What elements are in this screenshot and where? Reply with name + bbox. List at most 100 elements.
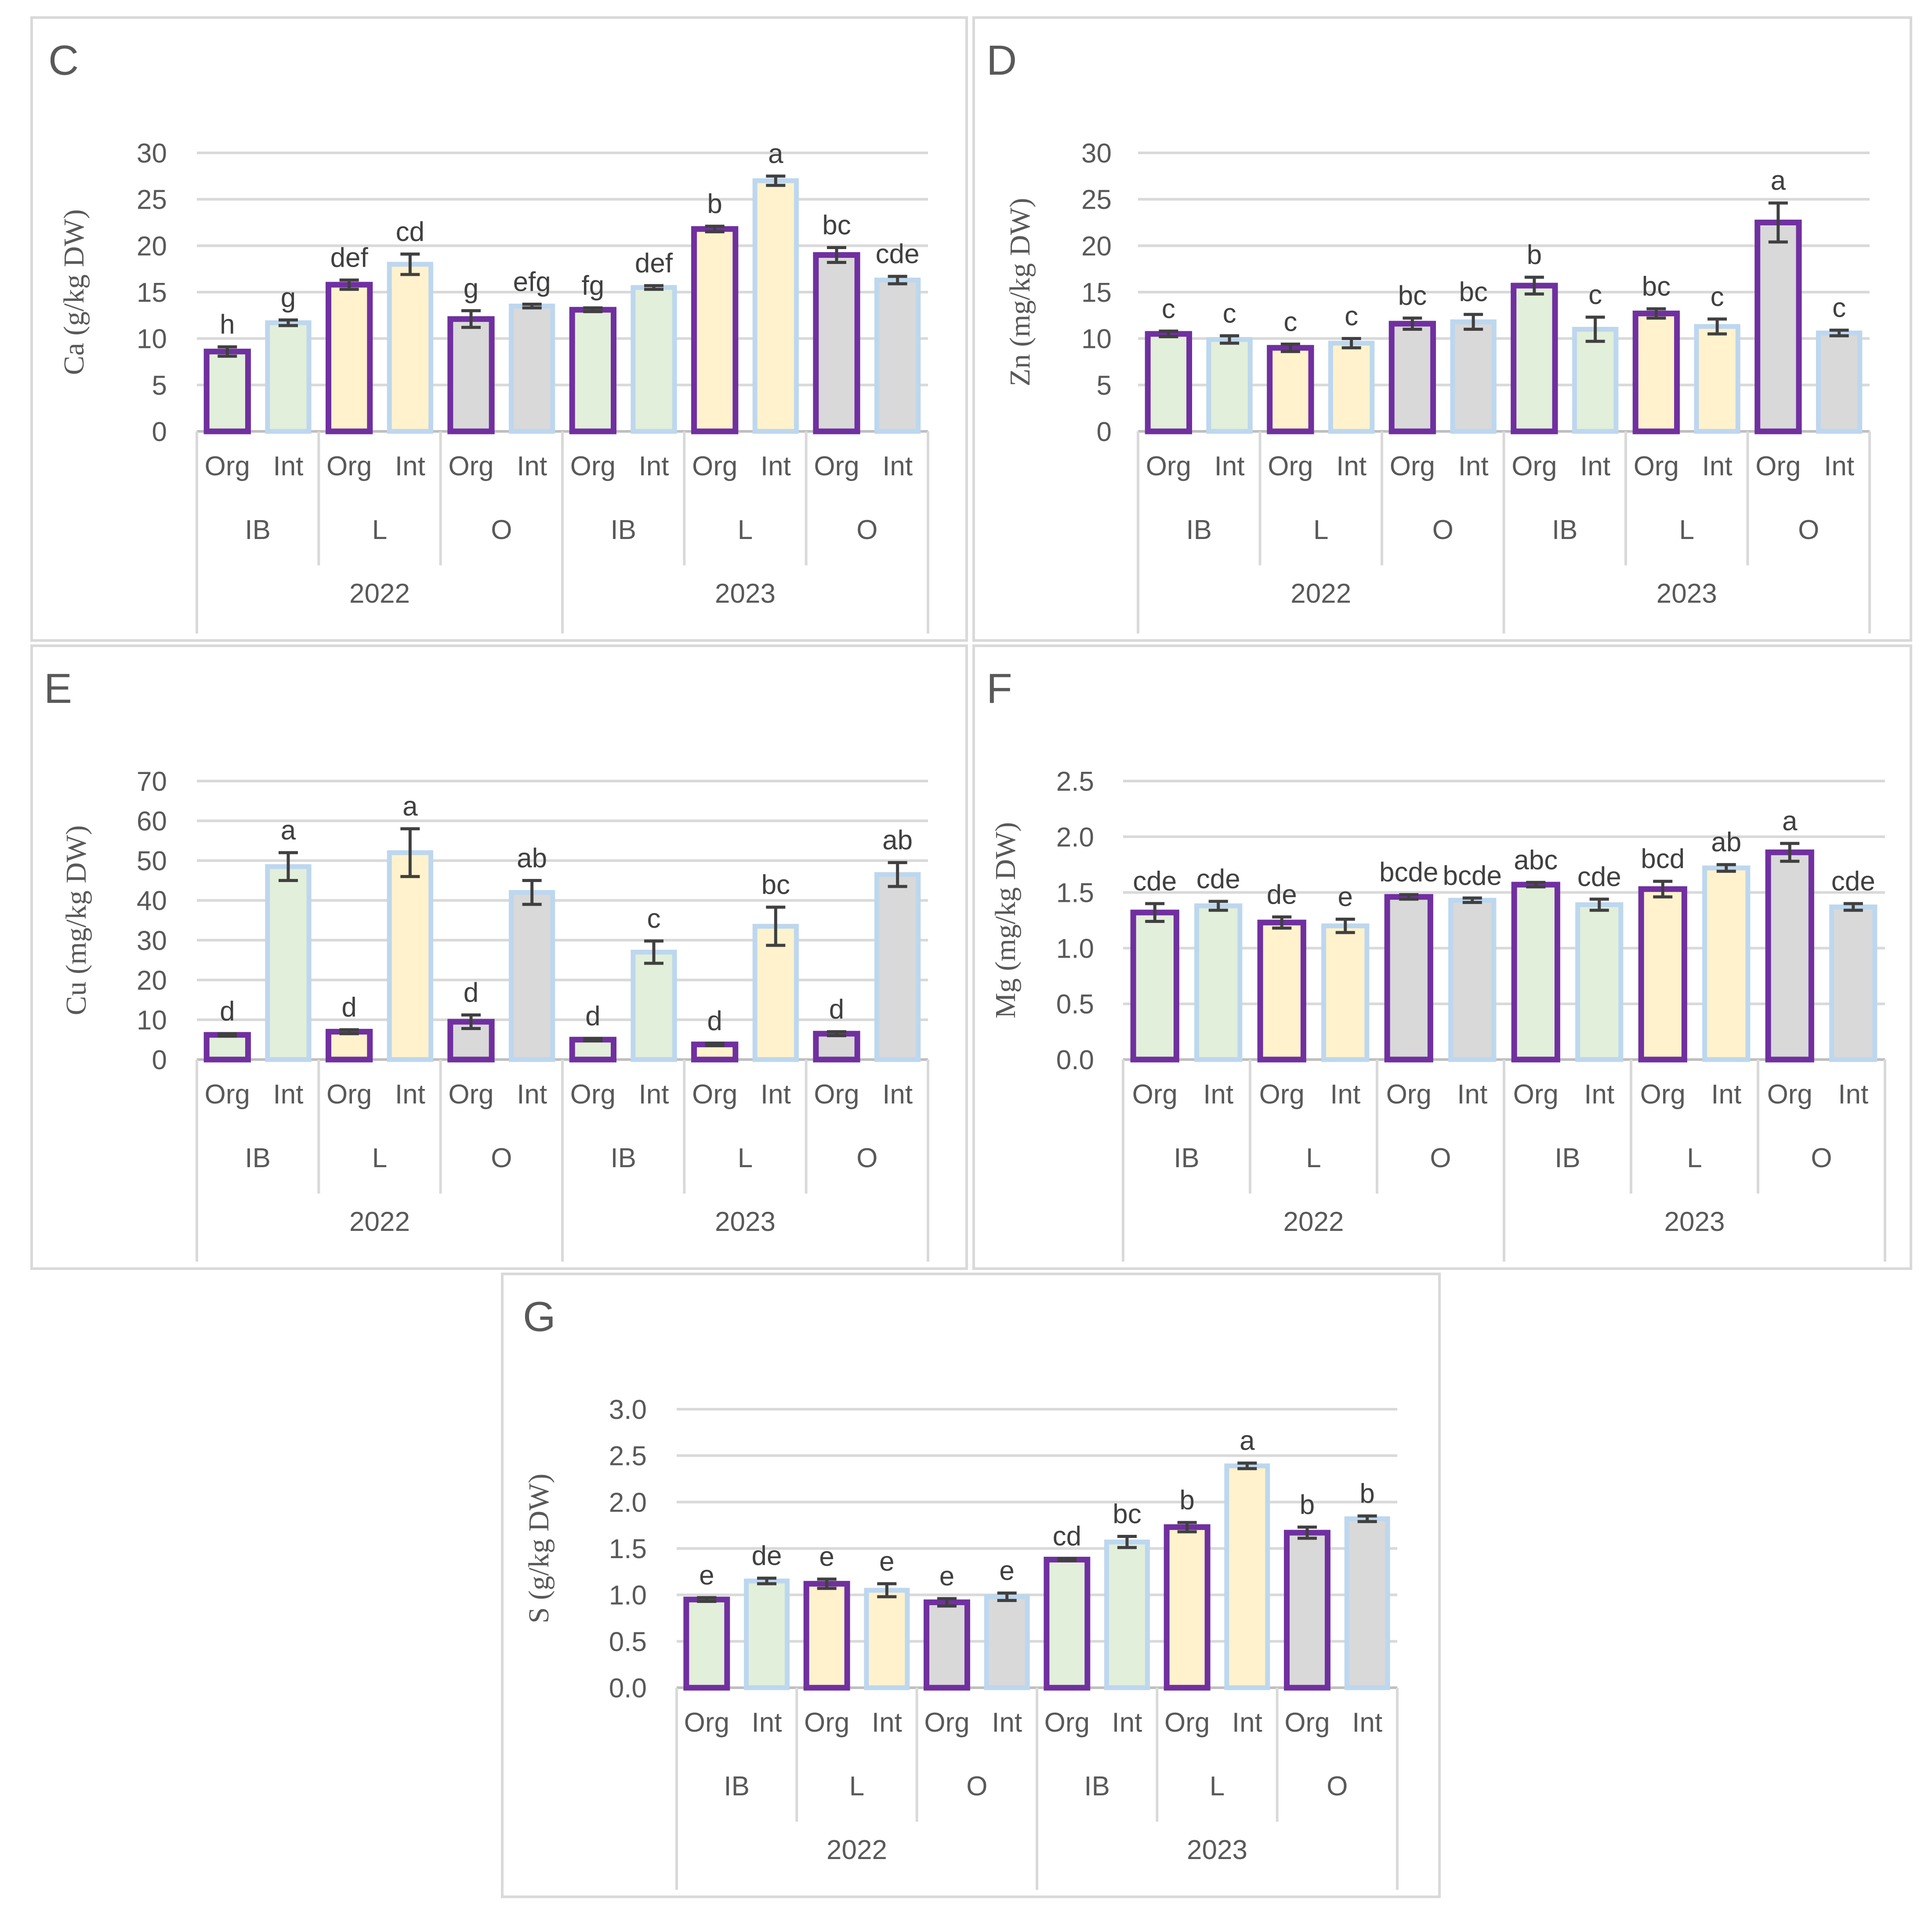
y-tick-label: 1.0 <box>1056 933 1094 964</box>
x-system-label: Int <box>639 451 669 481</box>
significance-letter: g <box>281 282 296 313</box>
panel-frame <box>30 16 968 642</box>
x-site-label: IB <box>1555 1143 1580 1173</box>
x-year-label: 2022 <box>826 1835 887 1865</box>
y-tick-label: 70 <box>137 767 167 797</box>
x-site-label: O <box>966 1771 987 1801</box>
y-tick-label: 30 <box>137 926 167 956</box>
bar <box>1164 1524 1211 1691</box>
significance-letter: abc <box>1514 845 1558 875</box>
x-year-label: 2023 <box>1664 1207 1725 1237</box>
error-bar <box>937 1597 957 1608</box>
significance-letter: c <box>1588 280 1602 310</box>
y-tick-label: 20 <box>1081 231 1112 261</box>
x-site-label: L <box>1306 1143 1321 1173</box>
x-system-label: Int <box>1458 451 1489 481</box>
x-site-label: L <box>738 1143 753 1173</box>
y-tick-label: 0.0 <box>1056 1045 1094 1075</box>
error-bar <box>522 879 542 906</box>
error-bar <box>1716 863 1736 873</box>
x-site-label: IB <box>610 1143 636 1173</box>
y-tick-label: 2.0 <box>1056 822 1094 853</box>
bar <box>1194 903 1243 1062</box>
bar <box>1328 340 1375 434</box>
x-system-label: Org <box>692 1079 737 1110</box>
bar <box>1511 282 1558 434</box>
error-bar <box>1707 317 1727 336</box>
bar <box>1575 902 1624 1062</box>
significance-letter: a <box>1771 166 1786 196</box>
significance-letter: def <box>635 248 673 279</box>
error-bar <box>766 174 786 187</box>
significance-letter: d <box>464 978 478 1008</box>
error-bar <box>279 318 298 327</box>
significance-letter: e <box>879 1546 894 1577</box>
y-tick-label: 0 <box>152 417 167 447</box>
significance-letter: de <box>752 1541 782 1571</box>
significance-letter: g <box>464 273 478 304</box>
x-system-label: Org <box>1268 451 1313 481</box>
x-year-label: 2022 <box>349 579 410 609</box>
significance-letter: a <box>1240 1426 1255 1456</box>
bar <box>1694 324 1740 434</box>
significance-letter: a <box>281 815 296 846</box>
significance-letter: cde <box>1577 862 1621 892</box>
y-tick-label: 10 <box>137 324 167 355</box>
x-site-label: L <box>1210 1771 1225 1801</box>
x-system-label: Int <box>639 1079 669 1110</box>
panel-E-cu: E 0 10 20 30 40 50 60 70 Cu (mg/kg DW) d Org a Int d Or… <box>30 644 968 1270</box>
error-bar <box>1280 342 1300 353</box>
bar <box>265 864 312 1062</box>
y-tick-label: 50 <box>137 846 167 876</box>
bar <box>874 872 921 1062</box>
bar <box>1257 919 1306 1063</box>
significance-letter: e <box>939 1561 954 1592</box>
error-bar <box>1768 201 1788 244</box>
x-system-label: Int <box>752 1707 782 1738</box>
bar <box>744 1578 790 1690</box>
significance-letter: e <box>999 1555 1014 1586</box>
x-system-label: Org <box>1132 1079 1178 1110</box>
error-bar <box>1208 900 1228 912</box>
x-system-label: Org <box>1259 1079 1305 1110</box>
significance-letter: e <box>1338 882 1353 912</box>
x-year-label: 2022 <box>1283 1207 1344 1237</box>
significance-letter: a <box>1782 806 1798 836</box>
x-site-label: L <box>1313 515 1328 545</box>
x-year-label: 2022 <box>1290 579 1351 609</box>
bar <box>813 1031 860 1063</box>
significance-letter: c <box>1832 293 1846 323</box>
y-tick-label: 10 <box>1081 324 1112 355</box>
x-system-label: Org <box>804 1707 849 1738</box>
x-site-label: O <box>1811 1143 1832 1173</box>
x-site-label: L <box>372 1143 387 1173</box>
x-site-label: O <box>1798 515 1819 545</box>
error-bar <box>705 224 725 234</box>
error-bar <box>1399 893 1419 901</box>
x-site-label: O <box>1430 1143 1451 1173</box>
y-tick-label: 25 <box>1081 185 1112 215</box>
y-tick-label: 0 <box>1097 417 1112 447</box>
y-tick-label: 1.5 <box>1056 878 1094 908</box>
x-system-label: Int <box>882 451 913 481</box>
bar <box>1284 1530 1330 1691</box>
significance-letter: b <box>1527 240 1542 270</box>
significance-letter: c <box>1162 294 1175 324</box>
y-tick-label: 30 <box>137 138 167 169</box>
x-system-label: Int <box>1112 1707 1142 1738</box>
bar <box>1321 923 1370 1062</box>
bar <box>1267 345 1314 434</box>
x-site-label: IB <box>1186 515 1212 545</box>
x-site-label: IB <box>1174 1143 1200 1173</box>
y-tick-label: 0 <box>152 1045 167 1075</box>
error-bar <box>1585 315 1605 343</box>
x-system-label: Org <box>814 451 859 481</box>
error-bar <box>1462 896 1482 904</box>
bar <box>569 1037 616 1063</box>
error-bar <box>461 309 481 329</box>
error-bar <box>997 1591 1017 1602</box>
x-system-label: Org <box>326 451 372 481</box>
panel-letter: D <box>986 37 1017 84</box>
y-tick-label: 1.5 <box>609 1534 647 1564</box>
bar <box>984 1594 1030 1690</box>
